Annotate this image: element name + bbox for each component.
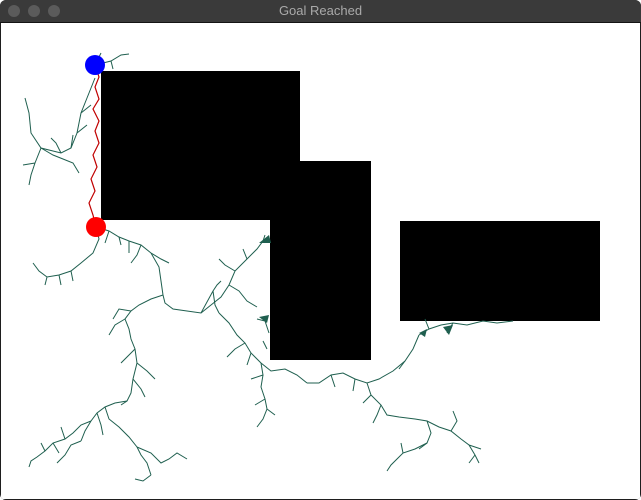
search-tree: [22, 52, 514, 482]
minimize-button[interactable]: [28, 5, 40, 17]
planner-canvas: [1, 23, 640, 499]
title-bar[interactable]: Goal Reached: [0, 0, 641, 23]
obstacle-block: [400, 221, 600, 321]
solution-path: [88, 64, 100, 228]
tree-markers: [259, 235, 453, 337]
planner-scene: [22, 52, 600, 482]
obstacles: [101, 71, 600, 360]
goal-node: [86, 217, 106, 237]
zoom-button[interactable]: [48, 5, 60, 17]
close-button[interactable]: [8, 5, 20, 17]
obstacle-block: [101, 71, 300, 220]
start-node: [85, 55, 105, 75]
obstacle-block: [270, 161, 371, 360]
window-title: Goal Reached: [278, 3, 363, 18]
